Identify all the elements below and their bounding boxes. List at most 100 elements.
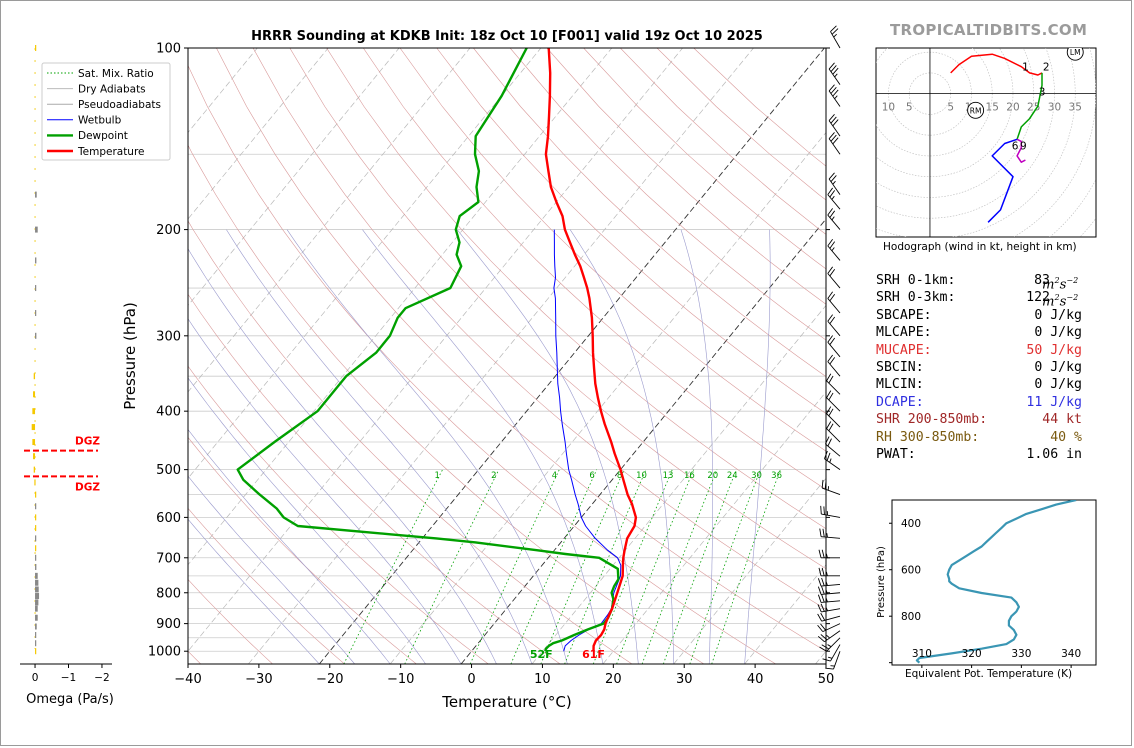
omega-bar bbox=[35, 623, 37, 630]
wind-barb-flag bbox=[817, 594, 822, 603]
hodograph-ring-label: 30 bbox=[1048, 102, 1061, 114]
isotherm-line bbox=[188, 48, 471, 393]
wind-barb bbox=[817, 623, 841, 633]
stat-value: 83 bbox=[1034, 273, 1050, 288]
wind-barb-flag bbox=[823, 506, 825, 515]
chart-title: HRRR Sounding at KDKB Init: 18z Oct 10 [… bbox=[251, 29, 763, 44]
isotherm-zero-line bbox=[460, 218, 826, 664]
wind-barb bbox=[830, 25, 841, 49]
hodograph-height-label: 1 bbox=[1022, 62, 1029, 74]
stat-label: SBCAPE: bbox=[876, 307, 932, 323]
isotherm-line bbox=[0, 48, 45, 664]
wind-barb-flag bbox=[825, 667, 834, 670]
theta-e-x-tick-label: 330 bbox=[1011, 648, 1031, 660]
wind-barb bbox=[827, 354, 841, 377]
omega-bar bbox=[35, 332, 37, 339]
omega-x-tick-label: −1 bbox=[61, 672, 76, 684]
wind-barb bbox=[825, 651, 841, 670]
wind-barb-flag bbox=[825, 436, 830, 445]
legend-entry: Sat. Mix. Ratio bbox=[78, 68, 154, 80]
wind-barb bbox=[828, 62, 841, 85]
hodograph-plot-area: 105510152025303512369RMLM bbox=[876, 48, 1096, 237]
skewt-x-axis-label: Temperature (°C) bbox=[441, 693, 571, 711]
wind-barb bbox=[826, 406, 841, 428]
stat-row: SHR 200-850mb: 44 kt bbox=[876, 411, 1106, 428]
hodograph-height-label: 6 bbox=[1012, 141, 1019, 153]
stat-label: SBCIN: bbox=[876, 359, 924, 375]
wind-barb bbox=[827, 208, 841, 230]
skewt-x-tick-label: 0 bbox=[467, 672, 475, 687]
hodograph-ring-label: 25 bbox=[1027, 102, 1040, 114]
wind-barb bbox=[817, 594, 841, 603]
wind-barb-half-flag bbox=[826, 634, 830, 639]
skewt-x-tick-label: −40 bbox=[174, 672, 201, 687]
omega-bar bbox=[35, 545, 37, 552]
skewt-plot-frame bbox=[187, 47, 827, 665]
stat-row: PWAT: 1.06 in bbox=[876, 446, 1106, 463]
wind-barb-flag bbox=[828, 62, 835, 70]
wind-barb-flag bbox=[830, 134, 837, 142]
dry-adiabat-line bbox=[326, 48, 826, 530]
legend-entry: Pseudoadiabats bbox=[78, 99, 161, 111]
legend-entry: Dry Adiabats bbox=[78, 83, 146, 95]
wind-barb-half-flag bbox=[825, 597, 828, 603]
pseudo-adiabat-line bbox=[362, 229, 604, 664]
mixing-ratio-line bbox=[510, 469, 598, 664]
theta-e-y-tick-label: 400 bbox=[901, 518, 921, 530]
wind-barb bbox=[824, 450, 841, 471]
pseudo-adiabat-line bbox=[744, 229, 771, 664]
omega-bar bbox=[35, 632, 37, 639]
stat-row: SRH 0-3km: 122 m2s−2 bbox=[876, 289, 1106, 309]
theta-y-axis-label: Pressure (hPa) bbox=[876, 546, 887, 618]
isotherm-line bbox=[248, 48, 754, 664]
dry-adiabat-line bbox=[188, 365, 489, 664]
skewt-y-tick-label: 400 bbox=[156, 405, 181, 420]
mixing-ratio-line bbox=[711, 469, 781, 664]
omega-bar bbox=[35, 648, 37, 655]
wind-barb-flag bbox=[830, 65, 837, 72]
omega-bar bbox=[35, 310, 37, 317]
skewt-x-tick-label: −30 bbox=[245, 672, 272, 687]
wind-barb bbox=[822, 644, 841, 662]
wind-barb-flag bbox=[826, 452, 831, 461]
hodograph-storm-motion-marker bbox=[1066, 48, 1084, 61]
skewt-y-axis-label: Pressure (hPa) bbox=[121, 302, 139, 410]
stat-label: PWAT: bbox=[876, 446, 916, 462]
hodograph-ring-label: 15 bbox=[986, 102, 999, 114]
wetbulb-profile-line bbox=[553, 229, 622, 652]
mixing-ratio-label: 13 bbox=[663, 471, 674, 481]
skewt-y-tick-label: 800 bbox=[156, 586, 181, 601]
wind-barb-half-flag bbox=[834, 73, 838, 78]
omega-bar bbox=[32, 408, 36, 415]
dry-adiabat-line bbox=[188, 436, 417, 664]
wind-barb-half-flag bbox=[827, 644, 832, 648]
theta-e-x-axis-label: Equivalent Pot. Temperature (K) bbox=[905, 668, 1073, 680]
omega-bar bbox=[35, 191, 37, 198]
wind-barb-flag bbox=[827, 335, 833, 343]
hodograph-storm-motion-marker bbox=[967, 101, 985, 119]
mixing-ratio-line bbox=[689, 469, 761, 664]
wind-barb-half-flag bbox=[825, 571, 828, 576]
skewt-x-tick-label: 50 bbox=[818, 672, 835, 687]
skewt-x-tick-label: 30 bbox=[676, 672, 693, 687]
wind-barb-flag bbox=[830, 86, 837, 94]
omega-bar bbox=[35, 572, 38, 579]
wind-barb-flag bbox=[821, 567, 825, 576]
mixing-ratio-label: 1 bbox=[435, 471, 440, 481]
wind-barb-flag bbox=[829, 337, 836, 345]
isotherm-line bbox=[188, 48, 613, 566]
stability-indices: SRH 0-1km: 83 m2s−2 SRH 0-3km: 122 m2s−2 SBCAP… bbox=[876, 272, 1106, 463]
pseudo-adiabat-line bbox=[188, 518, 320, 664]
stat-row: SRH 0-1km: 83 m2s−2 bbox=[876, 272, 1106, 292]
wind-barb-flag bbox=[821, 549, 825, 558]
pseudo-adiabat-line bbox=[569, 229, 675, 664]
pseudo-adiabat-line bbox=[680, 229, 714, 664]
skewt-x-tick-label: 10 bbox=[534, 672, 551, 687]
theta-e-y-tick-label: 800 bbox=[901, 611, 921, 623]
wind-barb-flag bbox=[827, 208, 833, 216]
omega-x-axis-label: Omega (Pa/s) bbox=[26, 692, 114, 707]
omega-bar bbox=[33, 453, 36, 460]
wind-barb-flag bbox=[822, 528, 825, 538]
wind-barb-flag bbox=[828, 114, 835, 121]
wind-barb-half-flag bbox=[825, 589, 828, 595]
